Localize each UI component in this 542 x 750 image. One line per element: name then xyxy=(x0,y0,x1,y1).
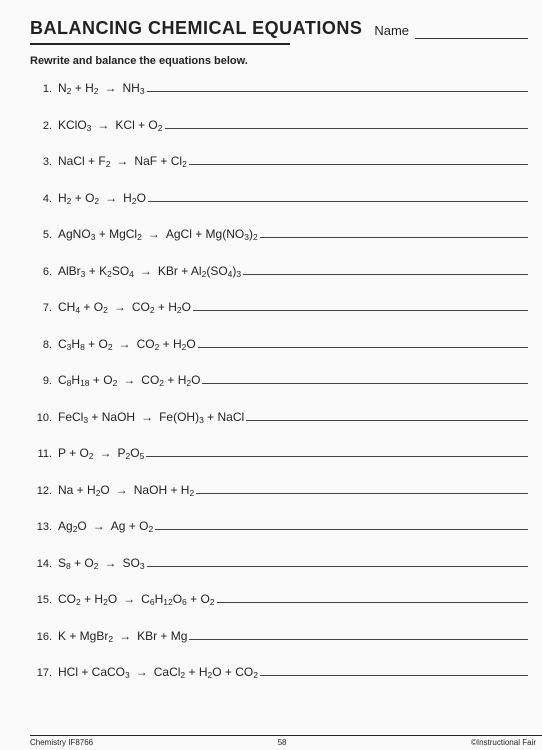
answer-line[interactable] xyxy=(148,192,528,202)
answer-line[interactable] xyxy=(198,338,528,348)
equation: KClO3→KCl + O2 xyxy=(58,118,163,133)
problem-row: 1. N2 + H2→NH3 xyxy=(30,81,528,96)
problem-number: 8. xyxy=(30,339,52,351)
problem-row: 15. CO2 + H2O→C6H12O6 + O2 xyxy=(30,592,528,607)
equation: N2 + H2→NH3 xyxy=(58,81,145,96)
footer-center: 58 xyxy=(278,738,287,747)
problem-number: 15. xyxy=(30,594,52,606)
answer-line[interactable] xyxy=(243,265,528,275)
problem-row: 6. AlBr3 + K2SO4→KBr + Al2(SO4)3 xyxy=(30,264,528,279)
footer-left: Chemistry IF8766 xyxy=(30,738,93,747)
problem-row: 8. C3H8 + O2→CO2 + H2O xyxy=(30,337,528,352)
name-input-line[interactable] xyxy=(415,25,528,39)
equation: AlBr3 + K2SO4→KBr + Al2(SO4)3 xyxy=(58,264,241,279)
equation: Ag2O→Ag + O2 xyxy=(58,519,153,534)
instructions: Rewrite and balance the equations below. xyxy=(30,55,528,67)
answer-line[interactable] xyxy=(146,447,528,457)
problem-number: 2. xyxy=(30,120,52,132)
problem-row: 14. S8 + O2→SO3 xyxy=(30,556,528,571)
problem-row: 12. Na + H2O→NaOH + H2 xyxy=(30,483,528,498)
equation: NaCl + F2→NaF + Cl2 xyxy=(58,154,187,169)
answer-line[interactable] xyxy=(260,666,528,676)
equation: C3H8 + O2→CO2 + H2O xyxy=(58,337,196,352)
problem-row: 9. C8H18 + O2→CO2 + H2O xyxy=(30,373,528,388)
answer-line[interactable] xyxy=(217,593,528,603)
problem-list: 1. N2 + H2→NH3 2. KClO3→KCl + O2 3. NaCl + F2… xyxy=(30,81,528,702)
problem-number: 14. xyxy=(30,558,52,570)
answer-line[interactable] xyxy=(165,119,529,129)
answer-line[interactable] xyxy=(202,374,528,384)
answer-line[interactable] xyxy=(189,630,528,640)
problem-row: 3. NaCl + F2→NaF + Cl2 xyxy=(30,154,528,169)
problem-number: 6. xyxy=(30,266,52,278)
problem-number: 9. xyxy=(30,375,52,387)
answer-line[interactable] xyxy=(260,228,528,238)
problem-number: 11. xyxy=(30,448,52,460)
problem-number: 7. xyxy=(30,302,52,314)
problem-number: 17. xyxy=(30,667,52,679)
problem-number: 13. xyxy=(30,521,52,533)
answer-line[interactable] xyxy=(196,484,528,494)
answer-line[interactable] xyxy=(189,155,528,165)
problem-number: 16. xyxy=(30,631,52,643)
equation: K + MgBr2→KBr + Mg xyxy=(58,629,187,644)
problem-number: 5. xyxy=(30,229,52,241)
problem-row: 11. P + O2→P2O5 xyxy=(30,446,528,461)
problem-number: 12. xyxy=(30,485,52,497)
equation: AgNO3 + MgCl2→AgCl + Mg(NO3)2 xyxy=(58,227,258,242)
problem-row: 17. HCl + CaCO3→CaCl2 + H2O + CO2 xyxy=(30,665,528,680)
problem-row: 10. FeCl3 + NaOH→Fe(OH)3 + NaCl xyxy=(30,410,528,425)
problem-row: 7. CH4 + O2→CO2 + H2O xyxy=(30,300,528,315)
page-title: BALANCING CHEMICAL EQUATIONS xyxy=(30,18,362,39)
problem-number: 10. xyxy=(30,412,52,424)
equation: Na + H2O→NaOH + H2 xyxy=(58,483,194,498)
problem-number: 3. xyxy=(30,156,52,168)
title-underline xyxy=(30,43,290,45)
problem-row: 2. KClO3→KCl + O2 xyxy=(30,118,528,133)
answer-line[interactable] xyxy=(155,520,528,530)
answer-line[interactable] xyxy=(246,411,528,421)
equation: H2 + O2→H2O xyxy=(58,191,146,206)
page-footer: Chemistry IF8766 58 ©Instructional Fair xyxy=(30,735,542,747)
problem-row: 16. K + MgBr2→KBr + Mg xyxy=(30,629,528,644)
equation: CH4 + O2→CO2 + H2O xyxy=(58,300,191,315)
problem-row: 4. H2 + O2→H2O xyxy=(30,191,528,206)
problem-row: 5. AgNO3 + MgCl2→AgCl + Mg(NO3)2 xyxy=(30,227,528,242)
equation: HCl + CaCO3→CaCl2 + H2O + CO2 xyxy=(58,665,258,680)
problem-row: 13. Ag2O→Ag + O2 xyxy=(30,519,528,534)
footer-right: ©Instructional Fair xyxy=(471,738,536,747)
answer-line[interactable] xyxy=(193,301,528,311)
problem-number: 4. xyxy=(30,193,52,205)
equation: C8H18 + O2→CO2 + H2O xyxy=(58,373,200,388)
answer-line[interactable] xyxy=(147,557,528,567)
answer-line[interactable] xyxy=(147,82,528,92)
problem-number: 1. xyxy=(30,83,52,95)
equation: S8 + O2→SO3 xyxy=(58,556,145,571)
equation: P + O2→P2O5 xyxy=(58,446,144,461)
name-label: Name xyxy=(374,23,409,38)
equation: FeCl3 + NaOH→Fe(OH)3 + NaCl xyxy=(58,410,244,425)
equation: CO2 + H2O→C6H12O6 + O2 xyxy=(58,592,215,607)
